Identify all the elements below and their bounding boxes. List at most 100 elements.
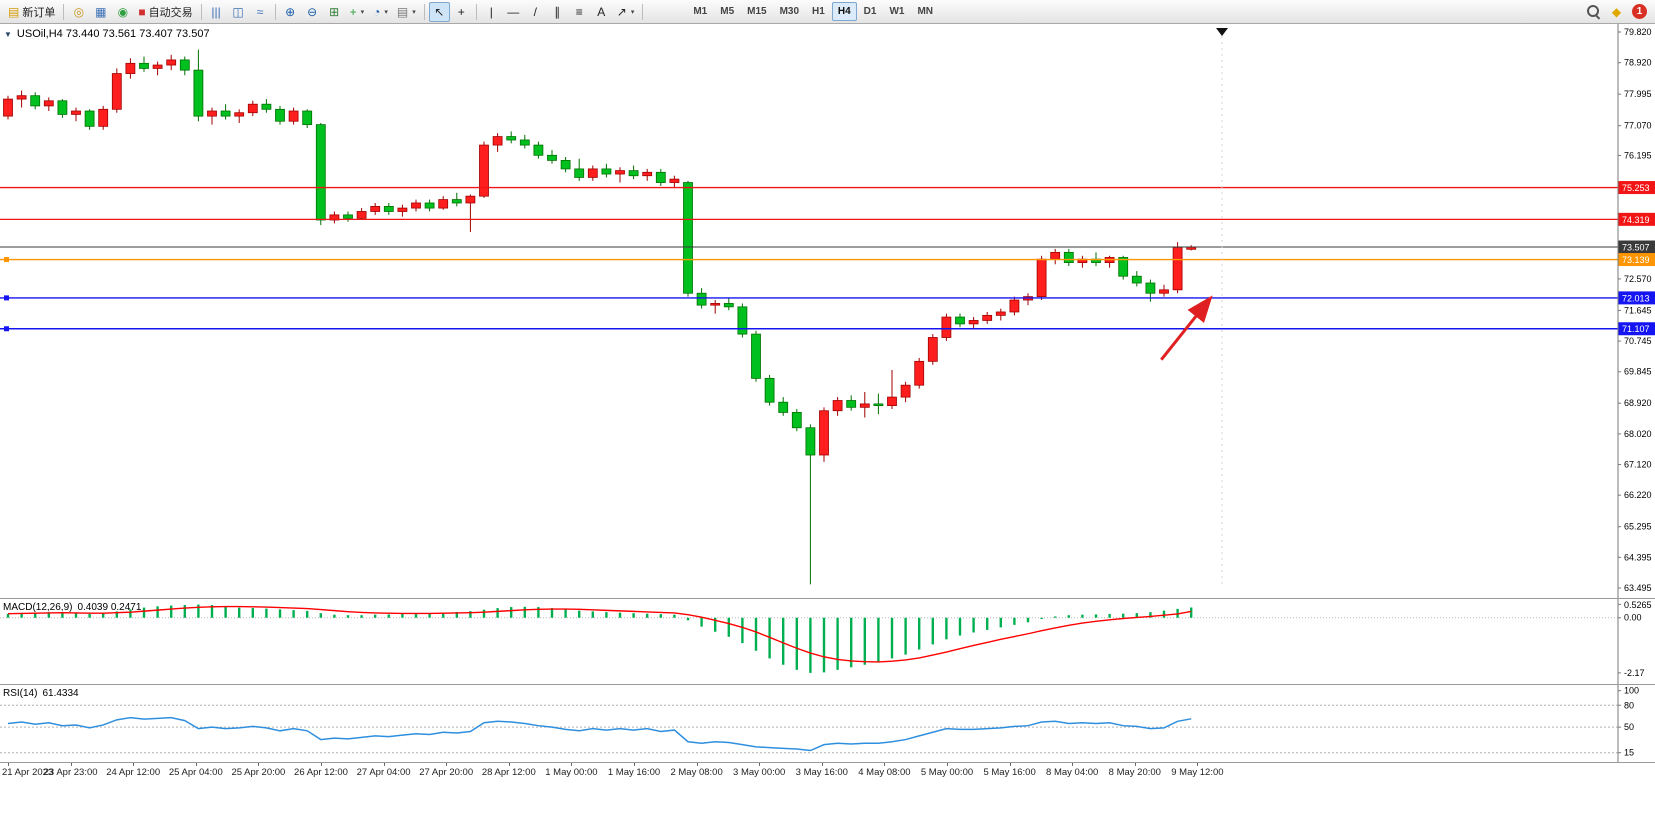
time-axis-label: 2 May 08:00 bbox=[670, 767, 723, 778]
alerts-button[interactable]: ◆ bbox=[1606, 2, 1627, 22]
svg-text:64.395: 64.395 bbox=[1624, 552, 1652, 562]
tile-windows-button[interactable]: ⊞ bbox=[324, 2, 345, 22]
line-chart-icon: ≈ bbox=[256, 4, 264, 19]
search-button[interactable] bbox=[1582, 2, 1605, 22]
timeframe-m1-button[interactable]: M1 bbox=[693, 6, 708, 17]
chart-shift-marker[interactable] bbox=[1216, 28, 1228, 36]
timeframe-h4-button[interactable]: H4 bbox=[831, 2, 857, 21]
chevron-down-icon: ▾ bbox=[412, 8, 416, 16]
one-click-collapse-icon[interactable]: ▼ bbox=[4, 29, 12, 39]
market-watch-button[interactable]: ◎ bbox=[68, 2, 89, 22]
time-axis[interactable]: 21 Apr 2023 23 Apr 23:00 24 Apr 12:00 25 Ap… bbox=[0, 762, 1655, 827]
svg-text:100: 100 bbox=[1624, 686, 1639, 696]
price-badge bbox=[1618, 181, 1655, 195]
timeframe-m5-button[interactable]: M5 bbox=[720, 6, 735, 17]
time-axis-tick bbox=[821, 763, 823, 766]
time-axis-label: 3 May 00:00 bbox=[733, 767, 786, 778]
sound-button[interactable]: ◉ bbox=[112, 2, 133, 22]
candles-series bbox=[3, 49, 1197, 585]
time-axis-label: 1 May 16:00 bbox=[607, 767, 661, 778]
trendline-icon: / bbox=[533, 4, 537, 19]
ohlc-bars-icon: ||| bbox=[211, 4, 221, 19]
arrows-button[interactable]: ↗ ▾ bbox=[613, 2, 639, 22]
data-window-button[interactable]: ▦ bbox=[90, 2, 111, 22]
rsi-chart-canvas[interactable]: 100 80 50 15 bbox=[0, 685, 1655, 762]
coins-icon: ◎ bbox=[73, 4, 85, 19]
horizontal-line-icon: — bbox=[507, 4, 520, 19]
horizontal-lines[interactable] bbox=[0, 186, 1618, 332]
price-axis[interactable]: 79.820 78.920 77.995 77.070 76.195 72.570 71.6… bbox=[1617, 24, 1655, 598]
auto-trading-button-label: 自动交易 bbox=[148, 6, 193, 19]
svg-text:68.920: 68.920 bbox=[1624, 398, 1652, 408]
time-axis-label: 8 May 20:00 bbox=[1108, 767, 1161, 778]
arrow-annotation[interactable] bbox=[1160, 295, 1213, 361]
new-chart-icon: + bbox=[349, 4, 357, 19]
toolbar-separator bbox=[475, 3, 477, 20]
vertical-line-button[interactable]: | bbox=[481, 2, 502, 22]
zoom-in-button[interactable]: ⊕ bbox=[280, 2, 301, 22]
macd-panel: 0.5265 0.00 -2.17 MACD(12,26,9) 0.4039 0.24… bbox=[0, 598, 1655, 684]
new-order-button[interactable]: ▤ 新订单 bbox=[4, 2, 59, 22]
price-badge bbox=[1618, 240, 1655, 254]
svg-text:67.120: 67.120 bbox=[1624, 460, 1652, 470]
zoom-out-button[interactable]: ⊖ bbox=[302, 2, 323, 22]
svg-text:68.020: 68.020 bbox=[1624, 429, 1652, 439]
time-axis-label: 23 Apr 23:00 bbox=[43, 767, 98, 778]
search-icon bbox=[1586, 4, 1601, 19]
time-axis-tick bbox=[634, 763, 635, 766]
time-axis-label: 27 Apr 04:00 bbox=[356, 767, 411, 778]
timeframe-mn-button[interactable]: MN bbox=[917, 6, 933, 17]
channel-button[interactable]: ∥ bbox=[547, 2, 568, 22]
zoom-in-icon: ⊕ bbox=[285, 4, 296, 19]
price-panel: 79.820 78.920 77.995 77.070 76.195 72.570 71.6… bbox=[0, 24, 1655, 598]
time-axis-tick bbox=[258, 763, 260, 766]
time-axis-tick bbox=[383, 763, 385, 766]
cursor-button[interactable]: ↖ bbox=[428, 1, 450, 22]
periods-button[interactable]: ◔ ▾ bbox=[369, 2, 392, 22]
candlestick-icon: ◫ bbox=[232, 4, 244, 19]
macd-chart-canvas[interactable]: 0.5265 0.00 -2.17 bbox=[0, 599, 1655, 684]
notification-badge[interactable]: 1 bbox=[1632, 4, 1647, 19]
timeframe-m15-button[interactable]: M15 bbox=[747, 6, 767, 17]
new-order-button-label: 新订单 bbox=[22, 6, 56, 19]
time-axis-tick bbox=[1197, 763, 1199, 766]
time-axis-tick bbox=[1134, 763, 1136, 766]
svg-text:50: 50 bbox=[1624, 722, 1634, 732]
rsi-panel: 100 80 50 15 RSI(14) 61.4334 bbox=[0, 684, 1655, 762]
bar-chart-button[interactable]: ||| bbox=[206, 2, 227, 22]
svg-text:75.253: 75.253 bbox=[1622, 183, 1650, 193]
svg-text:0.00: 0.00 bbox=[1624, 613, 1642, 623]
svg-text:66.220: 66.220 bbox=[1624, 490, 1652, 500]
svg-text:-2.17: -2.17 bbox=[1624, 668, 1645, 678]
timeframe-h1-button[interactable]: H1 bbox=[812, 6, 825, 17]
templates-button[interactable]: ▤ ▾ bbox=[393, 2, 420, 22]
horizontal-line-button[interactable]: — bbox=[503, 2, 524, 22]
crosshair-button[interactable]: + bbox=[451, 2, 472, 22]
candlestick-chart-button[interactable]: ◫ bbox=[228, 2, 249, 22]
text-button[interactable]: A bbox=[591, 2, 612, 22]
price-badge bbox=[1618, 322, 1655, 336]
time-axis-label: 3 May 16:00 bbox=[795, 767, 848, 778]
time-axis-tick bbox=[947, 763, 948, 766]
fibonacci-button[interactable]: ≡ bbox=[569, 2, 590, 22]
time-axis-label: 27 Apr 20:00 bbox=[419, 767, 474, 778]
timeframe-m30-button[interactable]: M30 bbox=[779, 6, 800, 17]
line-chart-button[interactable]: ≈ bbox=[250, 2, 271, 22]
trendline-button[interactable]: / bbox=[525, 2, 546, 22]
time-axis-tick bbox=[884, 763, 886, 766]
macd-signal-line bbox=[7, 605, 1192, 663]
chevron-down-icon: ▾ bbox=[630, 8, 635, 16]
svg-text:72.013: 72.013 bbox=[1622, 293, 1650, 303]
auto-trading-button[interactable]: ■ 自动交易 bbox=[134, 2, 196, 22]
svg-text:79.820: 79.820 bbox=[1624, 27, 1652, 37]
new-chart-button[interactable]: + ▾ bbox=[346, 2, 369, 22]
price-chart-canvas[interactable]: 79.820 78.920 77.995 77.070 76.195 72.570 71.6… bbox=[0, 24, 1655, 598]
chevron-down-icon: ▾ bbox=[384, 8, 388, 16]
time-axis-tick bbox=[759, 763, 761, 766]
timeframe-d1-button[interactable]: D1 bbox=[863, 6, 877, 17]
toolbar-separator bbox=[274, 3, 276, 20]
timeframe-w1-button[interactable]: W1 bbox=[889, 6, 905, 17]
arrow-objects-icon: ↗ bbox=[616, 4, 627, 19]
svg-text:71.645: 71.645 bbox=[1624, 305, 1652, 315]
